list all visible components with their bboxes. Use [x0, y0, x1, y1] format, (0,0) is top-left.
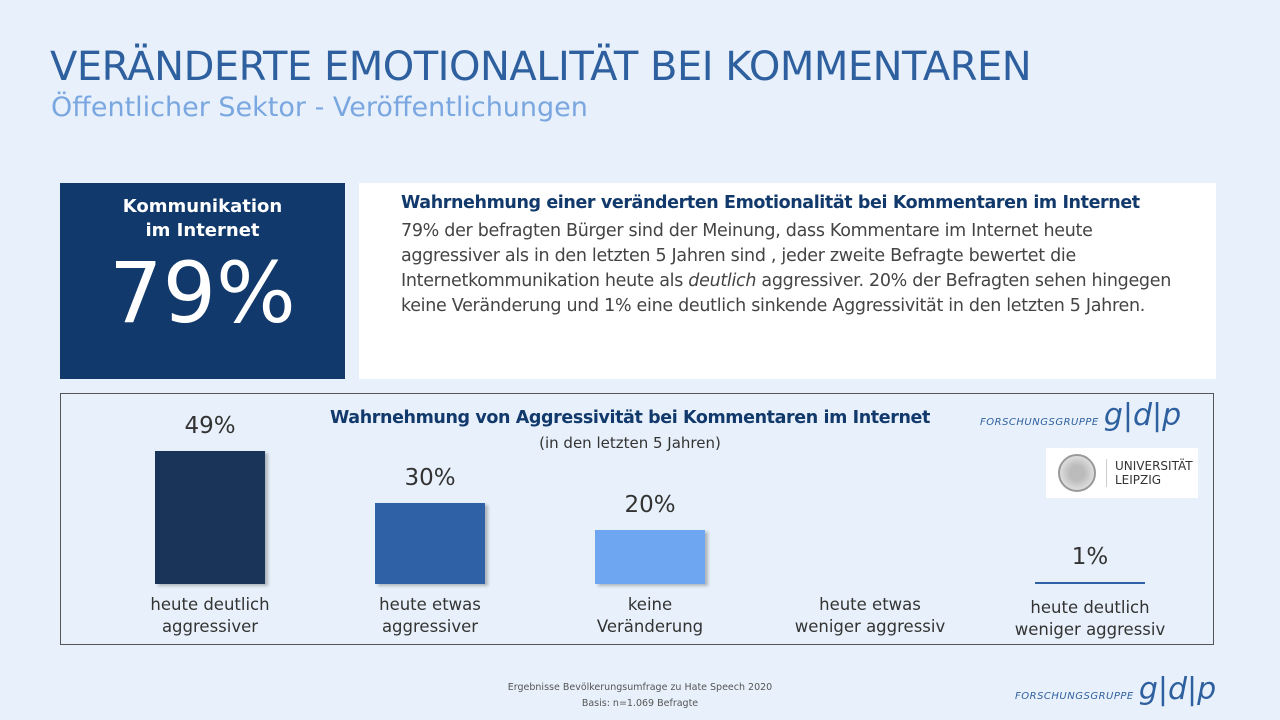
- data-label: 20%: [624, 491, 676, 518]
- bar: [595, 529, 705, 584]
- data-label: 30%: [404, 464, 456, 491]
- category-label: heute etwas aggressiver: [379, 595, 481, 636]
- category-label: keine Veränderung: [596, 595, 704, 636]
- chart-frame: [60, 393, 1214, 645]
- footer: Ergebnisse Bevölkerungsumfrage zu Hate S…: [440, 680, 840, 712]
- summary-box: Wahrnehmung einer veränderten Emotionali…: [359, 183, 1216, 379]
- gdp-logo-small: FORSCHUNGSGRUPPE: [1015, 691, 1134, 702]
- footer-line1: Ergebnisse Bevölkerungsumfrage zu Hate S…: [507, 682, 773, 693]
- kpi-value: 79%: [109, 244, 296, 342]
- summary-text-part: aggressiver. 20% der Befragten sehen hin…: [401, 271, 1172, 316]
- summary-heading: Wahrnehmung einer veränderten Emotionali…: [401, 193, 1140, 213]
- leipzig-logo: UNIVERSITÄT LEIPZIG: [1046, 448, 1198, 498]
- summary-text-part: 79% der befragten Bürger sind der Meinun…: [401, 221, 1093, 291]
- leipzig-name: UNIVERSITÄT LEIPZIG: [1106, 459, 1193, 487]
- footer-line2: Basis: n=1.069 Befragte: [581, 698, 699, 709]
- page-subtitle: Öffentlicher Sektor - Veröffentlichungen: [51, 92, 588, 123]
- category-label: heute deutlich aggressiver: [150, 595, 270, 636]
- category-label: heute etwas weniger aggressiv: [794, 595, 946, 636]
- page-title: VERÄNDERTE EMOTIONALITÄT BEI KOMMENTAREN: [50, 44, 1032, 90]
- seal-icon: [1058, 454, 1096, 492]
- gdp-logo-large: g|d|p: [1103, 398, 1182, 433]
- kpi-label: Kommunikation im Internet: [122, 196, 283, 241]
- data-label: 49%: [184, 413, 236, 439]
- summary-emphasis: deutlich: [688, 271, 757, 291]
- summary-text: 79% der befragten Bürger sind der Meinun…: [401, 219, 1186, 319]
- kpi-box: Kommunikation im Internet 79%: [60, 183, 345, 379]
- bar: [1035, 582, 1145, 584]
- data-label: 1%: [1071, 544, 1109, 570]
- gdp-logo-footer: FORSCHUNGSGRUPPE g|d|p: [1015, 672, 1216, 707]
- bar: [375, 502, 485, 584]
- gdp-logo: FORSCHUNGSGRUPPE g|d|p: [980, 398, 1181, 433]
- bar: [155, 451, 265, 584]
- gdp-logo-small: FORSCHUNGSGRUPPE: [980, 417, 1099, 428]
- gdp-logo-large: g|d|p: [1138, 672, 1217, 707]
- category-label: heute deutlich weniger aggressiv: [1014, 598, 1166, 639]
